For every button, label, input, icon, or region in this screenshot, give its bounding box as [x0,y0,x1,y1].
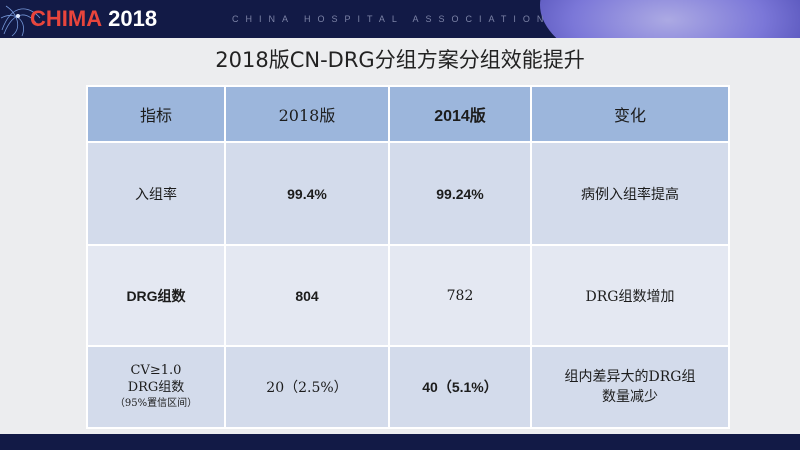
value-2014-cell: 782 [388,244,532,347]
table-row: DRG组数 804 782 DRG组数增加 [86,244,730,347]
value-2018-cell: 99.4% [224,141,390,246]
header-metric: 指标 [86,85,226,143]
association-name: CHINA HOSPITAL ASSOCIATION [232,14,551,24]
table-row: 入组率 99.4% 99.24% 病例入组率提高 [86,141,730,246]
table-row: CV≥1.0 DRG组数 （95%置信区间） 20（2.5%） 40（5.1%）… [86,345,730,429]
metric-cell: 入组率 [86,141,226,246]
footer-bar [0,434,800,450]
change-cell: 组内差异大的DRG组数量减少 [530,345,730,429]
header-change: 变化 [530,85,730,143]
value-2018-cell: 804 [224,244,390,347]
logo-text: CHIMA [30,6,103,31]
header-bar: CHIMA 2018 CHINA HOSPITAL ASSOCIATION [0,0,800,38]
header-2018: 2018版 [224,85,390,143]
header-2014: 2014版 [388,85,532,143]
comparison-table: 指标 2018版 2014版 变化 入组率 99.4% 99.24% 病例入组率… [86,85,730,429]
logo-year: 2018 [108,6,158,31]
decorative-swoosh [540,0,800,38]
value-2018-cell: 20（2.5%） [224,345,390,429]
slide-title: 2018版CN-DRG分组方案分组效能提升 [215,48,585,72]
value-2014-cell: 40（5.1%） [388,345,532,429]
change-cell: DRG组数增加 [530,244,730,347]
table-header-row: 指标 2018版 2014版 变化 [86,85,730,143]
metric-line-3: （95%置信区间） [114,398,198,409]
change-cell: 病例入组率提高 [530,141,730,246]
metric-cell: DRG组数 [86,244,226,347]
value-2014-cell: 99.24% [388,141,532,246]
metric-line-2: DRG组数 [127,380,185,395]
swirl-logo-icon [0,5,41,37]
chima-logo: CHIMA 2018 [30,6,157,32]
metric-cell: CV≥1.0 DRG组数 （95%置信区间） [86,345,226,429]
metric-line-1: CV≥1.0 [130,363,182,378]
